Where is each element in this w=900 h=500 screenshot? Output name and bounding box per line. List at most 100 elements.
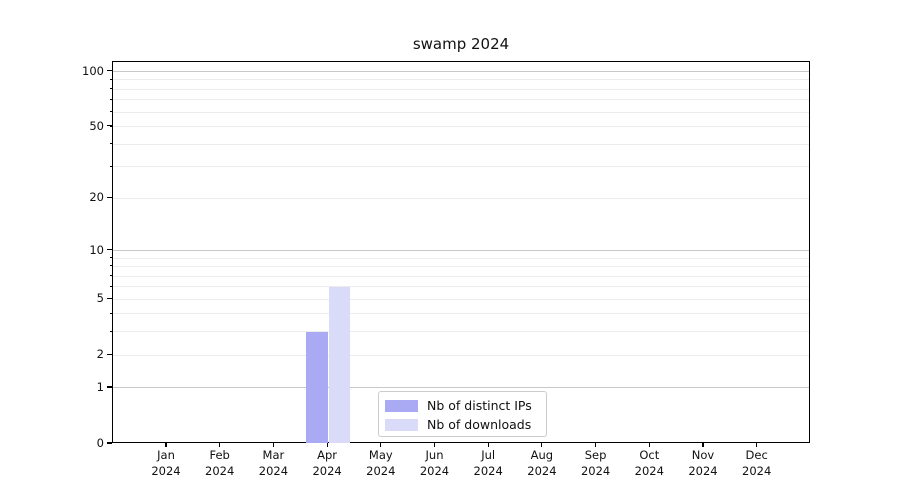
year-label: 2024 <box>634 464 664 478</box>
x-tick-label-nov: Nov 2024 <box>675 447 731 479</box>
month-label: Apr <box>317 448 338 462</box>
x-tick-mark-nov <box>702 443 704 447</box>
bar-nb-of-downloads-apr <box>328 287 351 443</box>
x-tick-label-sep: Sep 2024 <box>568 447 624 479</box>
chart-title: swamp 2024 <box>412 35 510 53</box>
y-tick-label-5: 5 <box>96 291 104 306</box>
gridline-minor-70 <box>113 99 809 101</box>
x-tick-label-jul: Jul 2024 <box>460 447 516 479</box>
y-tick-label-50: 50 <box>89 118 104 133</box>
year-label: 2024 <box>688 464 718 478</box>
x-tick-mark-mar <box>272 443 274 447</box>
month-label: Aug <box>530 448 554 462</box>
gridline-minor-90 <box>113 79 809 81</box>
gridline-minor-9 <box>113 257 809 259</box>
y-minor-tick-6 <box>109 285 112 287</box>
gridline-minor-7 <box>113 275 809 277</box>
year-label: 2024 <box>580 464 611 478</box>
gridline-minor-6 <box>113 286 809 288</box>
y-minor-tick-80 <box>109 88 112 90</box>
month-label: Jan <box>157 448 175 462</box>
y-tick-mark-10 <box>107 248 112 251</box>
x-tick-label-mar: Mar 2024 <box>245 447 301 479</box>
y-tick-mark-1 <box>107 386 112 388</box>
legend-swatch-nb-of-downloads <box>385 418 418 431</box>
y-minor-tick-8 <box>109 265 112 267</box>
year-label: 2024 <box>205 464 235 478</box>
y-tick-mark-100 <box>107 70 112 72</box>
gridline-minor-20 <box>113 197 809 199</box>
x-tick-label-jun: Jun 2024 <box>407 447 463 479</box>
y-tick-label-20: 20 <box>89 190 104 205</box>
year-label: 2024 <box>366 464 396 478</box>
y-minor-tick-30 <box>109 165 112 167</box>
gridline-minor-3 <box>113 331 809 333</box>
year-label: 2024 <box>419 464 450 478</box>
y-minor-tick-2 <box>109 353 112 356</box>
y-tick-label-10: 10 <box>89 242 104 257</box>
month-label: Feb <box>209 448 230 462</box>
legend-row: Nb of downloads <box>385 415 546 434</box>
x-tick-mark-sep <box>595 443 597 447</box>
year-label: 2024 <box>258 464 289 478</box>
y-tick-mark-0 <box>107 442 112 444</box>
legend-label: Nb of distinct IPs <box>427 398 532 413</box>
x-tick-label-oct: Oct 2024 <box>621 447 677 479</box>
legend-swatch-nb-of-distinct-ips <box>385 399 418 412</box>
y-minor-tick-70 <box>109 98 112 100</box>
y-minor-tick-20 <box>109 196 112 199</box>
gridline-minor-60 <box>113 111 809 113</box>
year-label: 2024 <box>742 464 772 478</box>
legend: Nb of distinct IPs Nb of downloads <box>378 391 547 437</box>
x-tick-label-apr: Apr 2024 <box>299 447 355 479</box>
y-minor-tick-60 <box>109 110 112 113</box>
y-minor-tick-9 <box>109 256 112 258</box>
gridline-minor-80 <box>113 88 809 90</box>
gridline-minor-8 <box>113 266 809 268</box>
gridline-major-100 <box>113 71 809 73</box>
gridline-minor-30 <box>113 166 809 168</box>
month-label: Dec <box>745 448 768 462</box>
gridline-minor-50 <box>113 126 809 128</box>
x-tick-label-aug: Aug 2024 <box>514 447 570 479</box>
x-tick-mark-apr <box>326 443 328 447</box>
year-label: 2024 <box>151 464 181 478</box>
x-tick-mark-jan <box>165 443 167 447</box>
x-tick-label-dec: Dec 2024 <box>729 447 785 479</box>
y-tick-label-100: 100 <box>82 63 104 78</box>
bar-nb-of-distinct-ips-apr <box>306 332 328 443</box>
x-tick-mark-jul <box>487 443 489 447</box>
gridline-minor-40 <box>113 143 809 145</box>
x-tick-label-feb: Feb 2024 <box>192 447 248 479</box>
y-minor-tick-4 <box>109 312 112 314</box>
x-tick-mark-oct <box>648 443 650 447</box>
x-tick-mark-aug <box>541 443 543 447</box>
y-minor-tick-90 <box>109 78 112 80</box>
y-minor-tick-7 <box>109 274 112 276</box>
gridline-minor-2 <box>113 354 809 356</box>
x-tick-mark-dec <box>756 443 758 447</box>
y-minor-tick-5 <box>109 297 112 300</box>
year-label: 2024 <box>527 464 557 478</box>
month-label: Sep <box>584 448 607 462</box>
year-label: 2024 <box>312 464 342 478</box>
gridline-major-10 <box>113 249 809 251</box>
gridline-major-1 <box>113 387 809 389</box>
x-tick-mark-jun <box>433 443 436 447</box>
y-minor-tick-50 <box>109 125 112 127</box>
y-minor-tick-40 <box>109 142 112 145</box>
y-tick-label-1: 1 <box>96 380 104 395</box>
plot-area <box>112 61 810 443</box>
month-label: Oct <box>639 448 660 462</box>
y-tick-label-0: 0 <box>96 436 104 450</box>
legend-row: Nb of distinct IPs <box>385 396 546 415</box>
x-tick-mark-feb <box>219 443 221 447</box>
legend-label: Nb of downloads <box>427 417 532 432</box>
month-label: Mar <box>262 448 285 462</box>
month-label: May <box>368 448 393 462</box>
gridline-minor-4 <box>113 313 809 315</box>
x-tick-label-may: May 2024 <box>353 447 409 479</box>
month-label: Jul <box>481 448 496 462</box>
x-tick-mark-may <box>380 443 382 447</box>
